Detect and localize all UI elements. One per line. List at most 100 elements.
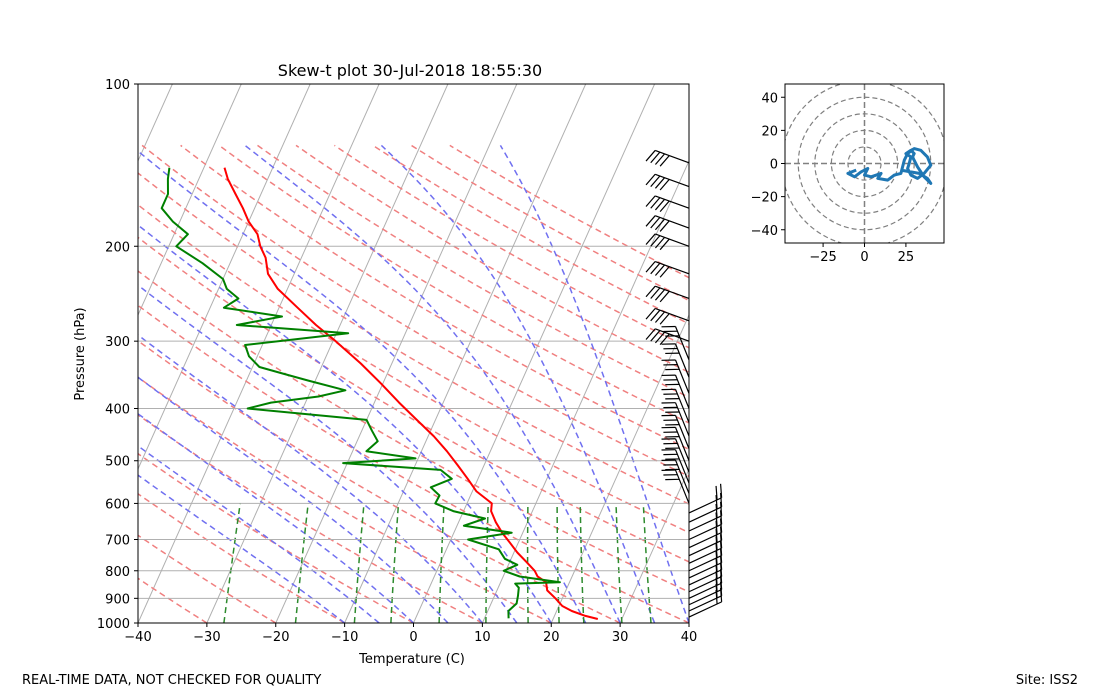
hodograph-ring <box>797 96 932 231</box>
y-tick-label: 700 <box>105 534 130 549</box>
wind-barb <box>661 414 690 449</box>
isotherm-line <box>275 84 518 623</box>
isotherm-line <box>344 84 587 623</box>
series-dewpoint-line <box>160 167 561 619</box>
wind-barb <box>661 438 690 473</box>
moist-adiabat-line <box>138 224 552 623</box>
hodograph-x-tick-label: 25 <box>898 250 915 265</box>
hodograph-y-tick-label: −20 <box>751 191 778 206</box>
moist-adiabat-line <box>138 376 449 623</box>
moist-adiabat-line <box>138 445 380 623</box>
x-tick-label: −10 <box>331 630 358 645</box>
wind-barb <box>688 518 723 549</box>
dry-adiabat-line <box>138 203 689 534</box>
y-tick-label: 300 <box>105 335 130 350</box>
skewt-background-lines <box>0 84 1068 623</box>
dry-adiabat-line <box>138 339 621 623</box>
y-tick-label: 800 <box>105 565 130 580</box>
hodograph-y-tick-label: 20 <box>761 124 778 139</box>
wind-barb <box>645 149 690 167</box>
x-tick-label: 30 <box>612 630 629 645</box>
moist-adiabat-line <box>138 150 587 623</box>
isotherm-line <box>827 84 1068 623</box>
isotherm-line <box>619 467 689 623</box>
wind-barb <box>688 492 723 523</box>
skewt-series <box>160 167 599 620</box>
hodograph-y-tick-label: −40 <box>751 224 778 239</box>
x-axis-label: Temperature (C) <box>358 652 465 667</box>
wind-barb <box>688 483 723 514</box>
x-tick-label: 10 <box>474 630 491 645</box>
wind-barbs <box>645 149 723 618</box>
mixing-ratio-line <box>294 503 309 623</box>
dry-adiabat-line <box>257 144 689 399</box>
y-tick-label: 100 <box>105 78 130 93</box>
wind-barb <box>661 402 690 437</box>
y-axis-label: Pressure (hPa) <box>73 307 88 400</box>
y-tick-label: 900 <box>105 592 130 607</box>
dry-adiabat-line <box>449 144 689 279</box>
isotherm-line <box>138 84 242 317</box>
dry-adiabat-line <box>141 144 689 478</box>
dry-adiabat-line <box>138 492 345 623</box>
wind-barb <box>661 343 690 378</box>
y-tick-label: 500 <box>105 455 130 470</box>
y-tick-label: 600 <box>105 497 130 512</box>
isotherm-line <box>0 84 104 623</box>
wind-barb <box>661 388 690 423</box>
y-tick-label: 200 <box>105 240 130 255</box>
isotherm-line <box>138 84 380 623</box>
dry-adiabat-line <box>138 304 689 623</box>
wind-barb <box>645 233 690 251</box>
y-tick-label: 400 <box>105 403 130 418</box>
wind-barb <box>661 359 690 394</box>
dry-adiabat-line <box>138 236 689 563</box>
wind-barb <box>688 501 723 532</box>
wind-barb <box>661 449 690 484</box>
wind-barb <box>645 307 690 325</box>
dry-adiabat-line <box>372 144 689 325</box>
skewt-axes: −40 −30 −20 −10 0 10 20 30 40 100 200 300 400 500 600 7… <box>0 61 1068 667</box>
dry-adiabat-line <box>138 534 277 623</box>
wind-barb <box>645 173 690 191</box>
dry-adiabat-line <box>138 172 689 505</box>
hodograph-ring <box>814 113 915 214</box>
dry-adiabat-line <box>138 376 552 623</box>
wind-barb <box>645 260 690 278</box>
chart-title: Skew-t plot 30-Jul-2018 18:55:30 <box>278 61 542 80</box>
wind-barb <box>645 328 690 345</box>
y-tick-label: 1000 <box>97 617 130 632</box>
moist-adiabat-line <box>138 284 518 623</box>
mixing-ratio-line <box>485 503 489 623</box>
hodograph-y-tick-label: 0 <box>770 158 778 173</box>
moist-adiabat-line <box>380 144 656 623</box>
mixing-ratio-line <box>223 503 241 623</box>
dry-adiabat-line <box>138 270 689 593</box>
wind-barb <box>661 469 690 504</box>
wind-barb <box>661 325 690 361</box>
isotherm-line <box>206 84 449 623</box>
x-tick-label: 0 <box>409 630 417 645</box>
x-tick-label: −30 <box>193 630 220 645</box>
hodograph-x-tick-label: −25 <box>809 250 836 265</box>
hodograph-axes: −25 0 25 40 20 0 −20 −40 <box>751 83 945 265</box>
wind-barb <box>645 195 690 213</box>
wind-barb <box>645 215 690 232</box>
dry-adiabat-line <box>138 452 414 623</box>
skewt-frame <box>137 83 690 624</box>
quality-disclaimer: REAL-TIME DATA, NOT CHECKED FOR QUALITY <box>22 673 322 688</box>
hodograph-y-tick-label: 40 <box>761 91 778 106</box>
wind-barb <box>645 285 690 303</box>
hodograph-ring <box>847 146 882 181</box>
dry-adiabat-line <box>218 144 689 424</box>
isotherm-line <box>758 84 999 623</box>
site-label: Site: ISS2 <box>1015 673 1078 688</box>
hodograph-trace <box>846 147 933 185</box>
series-temperature-line <box>223 167 599 620</box>
wind-barb <box>661 426 690 461</box>
mixing-ratio-line <box>615 503 623 623</box>
moist-adiabat-line <box>138 412 415 623</box>
x-tick-label: −40 <box>124 630 151 645</box>
moist-adiabat-line <box>138 474 346 623</box>
